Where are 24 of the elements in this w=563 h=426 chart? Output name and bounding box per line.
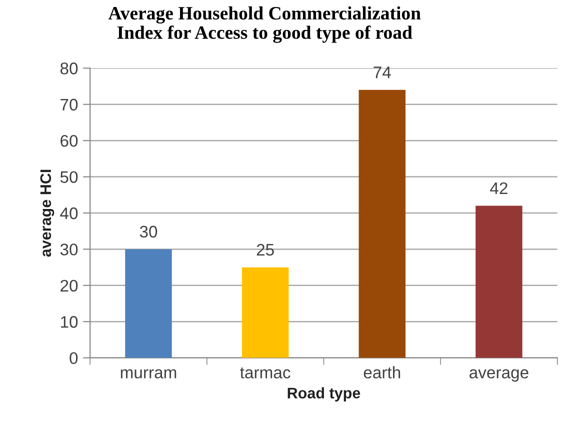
- data-label: 30: [140, 226, 158, 238]
- bar: [125, 249, 172, 358]
- y-tick-label: 20: [60, 280, 78, 292]
- x-tick-label: murram: [120, 369, 176, 378]
- bar: [358, 90, 406, 358]
- data-label: 74: [374, 66, 391, 78]
- bar: [476, 206, 522, 358]
- y-tick-label: 0: [70, 352, 78, 364]
- x-axis-title: Road type: [288, 387, 360, 402]
- y-tick-label: 70: [60, 98, 78, 111]
- bar: [242, 267, 289, 358]
- y-axis-title: average HCI: [40, 170, 54, 257]
- y-tick-label: 50: [60, 171, 78, 183]
- y-tick-label: 30: [60, 244, 78, 256]
- y-tick-label: 80: [60, 62, 78, 74]
- chart-title: Average Household Commercialization Index for Access to good type of road: [108, 6, 421, 43]
- x-tick-label: tarmac: [240, 367, 290, 378]
- data-label: 42: [490, 182, 508, 194]
- y-tick-label: 10: [61, 316, 78, 328]
- x-tick-label: earth: [364, 366, 400, 378]
- data-label: 25: [256, 244, 274, 256]
- y-tick-label: 60: [60, 134, 78, 147]
- y-tick-label: 40: [60, 207, 78, 220]
- x-tick-label: average: [470, 369, 528, 382]
